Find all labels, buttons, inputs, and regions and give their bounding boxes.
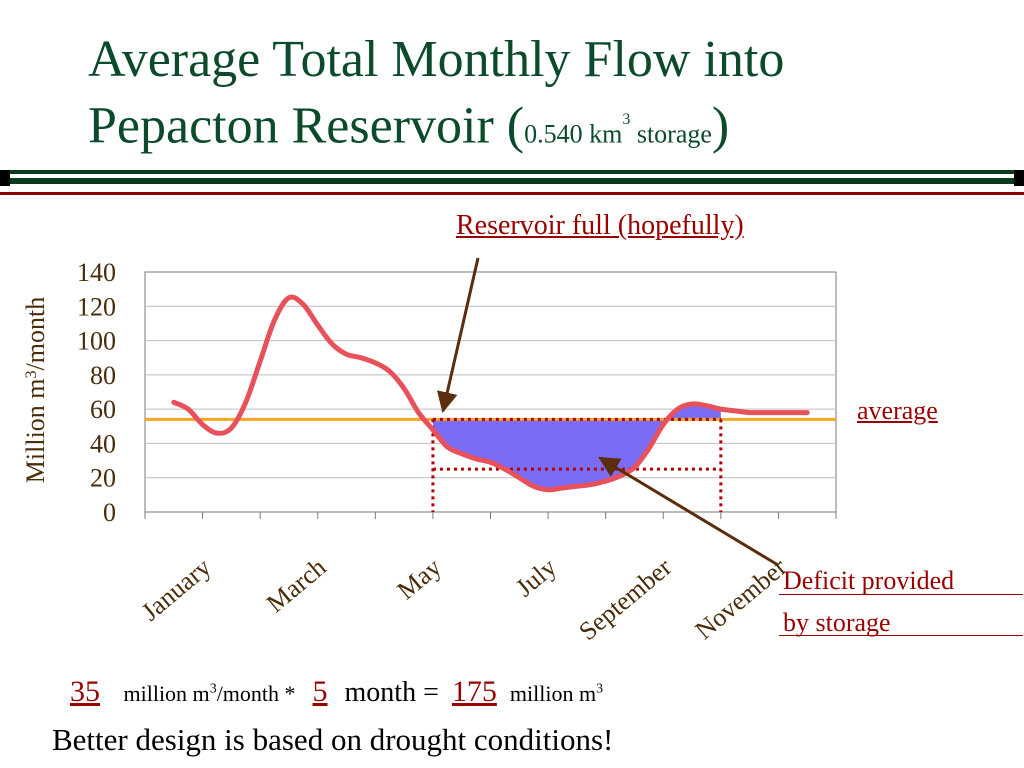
divider-bar-top — [0, 170, 1024, 174]
y-tick-label: 80 — [90, 361, 116, 390]
calc-unit-result-pre: million m — [509, 681, 597, 706]
storage-value: 0.540 km — [524, 119, 623, 149]
title-line-1: Average Total Monthly Flow into — [88, 31, 785, 88]
footer-note: Better design is based on drought condit… — [52, 722, 614, 757]
storage-word: storage — [630, 119, 712, 149]
deficit-arrow — [598, 456, 779, 567]
plot-area — [144, 271, 837, 513]
y-tick-label: 0 — [103, 498, 116, 527]
y-tick-label: 60 — [90, 395, 116, 424]
x-tick-label: September — [573, 552, 677, 646]
title-close-paren: ) — [711, 97, 730, 155]
x-tick-label: May — [392, 552, 447, 605]
y-tick-label: 20 — [90, 464, 116, 493]
title-line-2-main: Pepacton Reservoir ( — [88, 97, 525, 155]
reservoir-full-label: Reservoir full (hopefully) — [456, 210, 744, 241]
title-divider — [0, 170, 1024, 195]
calc-unit-rate-pre: million m — [123, 681, 210, 706]
flow-line — [171, 294, 810, 493]
divider-red-line — [0, 192, 1024, 195]
y-tick-label: 100 — [77, 327, 116, 356]
calc-unit-months: month = — [344, 677, 439, 708]
storage-superscript: 3 — [622, 111, 631, 128]
storage-calculation: 35 million m3/month * 5 month = 175 mill… — [52, 675, 603, 709]
calc-unit-rate-sup: 3 — [209, 681, 217, 697]
average-label: average — [857, 396, 938, 425]
calc-unit-result-sup: 3 — [596, 681, 604, 697]
deficit-annotation: Deficit provided by storage — [779, 560, 1023, 644]
calc-value-rate: 35 — [70, 675, 100, 708]
x-tick-label: January — [136, 552, 217, 626]
y-tick-label: 140 — [77, 258, 116, 287]
divider-block-left — [0, 170, 10, 186]
deficit-label-line-2: by storage — [783, 608, 891, 637]
reservoir-full-arrow — [436, 257, 480, 414]
calc-unit-rate-post: /month * — [216, 681, 296, 706]
x-tick-label: July — [510, 552, 562, 602]
slide-title: Average Total Monthly Flow into Pepacton… — [88, 30, 1008, 164]
divider-bar-bottom — [0, 178, 1024, 184]
calc-value-months: 5 — [312, 675, 328, 708]
x-tick-label: March — [261, 552, 332, 618]
calc-value-result: 175 — [451, 675, 497, 708]
deficit-label-line-1: Deficit provided — [783, 566, 955, 595]
divider-block-right — [1014, 170, 1024, 186]
title-line-2: Pepacton Reservoir (0.540 km3 storage) — [88, 90, 1008, 164]
deficit-underline-2 — [779, 635, 1023, 636]
y-tick-label: 40 — [90, 429, 116, 458]
deficit-underline-1 — [779, 594, 1023, 595]
y-axis-label: Million m3/month — [21, 297, 50, 483]
y-tick-label: 120 — [77, 292, 116, 321]
